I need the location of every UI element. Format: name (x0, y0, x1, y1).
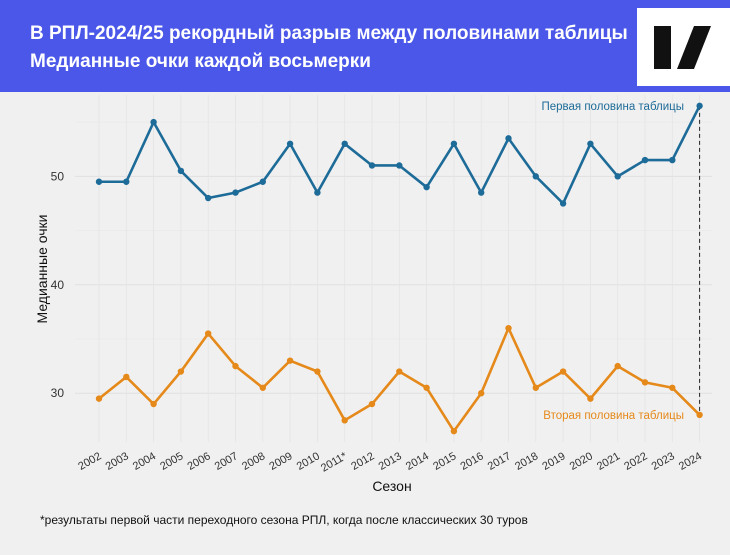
data-point (423, 183, 430, 191)
data-point (532, 384, 539, 391)
data-point (696, 411, 703, 419)
y-axis-label: Медианные очки (34, 215, 50, 324)
series-labels: Первая половина таблицы Вторая половина т… (541, 101, 684, 422)
data-point (205, 330, 212, 337)
data-point (559, 368, 567, 375)
data-point (587, 140, 594, 147)
data-point (423, 384, 430, 391)
data-point (314, 189, 321, 196)
data-point (150, 400, 157, 408)
grid (75, 95, 712, 442)
x-tick-label: 2007 (213, 450, 240, 473)
data-point (641, 156, 649, 164)
x-tick-label: 2024 (677, 450, 704, 473)
data-point (368, 400, 376, 408)
data-point (341, 140, 348, 147)
data-point (478, 390, 485, 397)
x-tick-label: 2002 (76, 450, 103, 473)
data-point (450, 140, 458, 147)
data-point (177, 167, 185, 175)
data-point (95, 178, 103, 185)
data-point (641, 379, 649, 386)
data-point (150, 118, 157, 126)
x-tick-label: 2020 (568, 450, 595, 473)
x-axis-label: Сезон (372, 478, 411, 494)
x-tick-label: 2011* (319, 450, 350, 475)
data-point (368, 162, 376, 169)
x-tick-label: 2014 (404, 450, 431, 473)
header-banner: В РПЛ-2024/25 рекордный разрыв между пол… (0, 0, 730, 92)
x-tick-label: 2015 (431, 450, 458, 473)
y-tick-label: 40 (51, 278, 65, 292)
data-point (286, 357, 294, 364)
x-tick-label: 2004 (131, 450, 158, 473)
x-tick-label: 2008 (240, 450, 267, 473)
x-tick-label: 2016 (458, 450, 485, 473)
data-point (123, 373, 130, 381)
x-axis-ticks: 2002 2003 2004 2005 2006 2007 2008 2009 20102011… (76, 450, 704, 475)
chart-subtitle: Медианные очки каждой восьмерки (30, 51, 371, 72)
data-point (396, 162, 403, 169)
data-point (505, 324, 512, 332)
data-point (396, 368, 403, 375)
data-point (587, 395, 594, 402)
y-axis-ticks: 30 40 50 (51, 169, 65, 400)
x-tick-label: 2019 (540, 450, 567, 473)
data-point (341, 417, 348, 424)
logo-icon (654, 26, 711, 69)
x-tick-label: 2010 (295, 450, 322, 473)
footnote: *результаты первой части переходного сез… (40, 513, 528, 527)
x-tick-label: 2017 (486, 450, 513, 473)
data-point (669, 156, 676, 164)
x-tick-label: 2009 (267, 450, 294, 473)
data-point (696, 102, 703, 110)
series-label-bottom: Вторая половина таблицы (543, 410, 684, 422)
data-point (259, 178, 266, 185)
x-tick-label: 2013 (377, 450, 404, 473)
data-point (614, 173, 621, 180)
y-tick-label: 30 (51, 386, 65, 400)
data-point (286, 140, 294, 147)
data-point (314, 368, 321, 375)
data-point (669, 384, 676, 391)
data-point (232, 189, 239, 196)
x-tick-label: 2022 (622, 450, 649, 473)
x-tick-label: 2006 (185, 450, 212, 473)
data-point (232, 362, 239, 370)
x-tick-label: 2012 (349, 450, 376, 473)
x-tick-label: 2018 (513, 450, 540, 473)
data-point (614, 362, 621, 370)
data-point (123, 178, 130, 185)
data-point (478, 189, 485, 196)
data-point (559, 200, 567, 207)
data-point (95, 395, 103, 402)
data-point (450, 427, 458, 435)
y-tick-label: 50 (51, 169, 65, 183)
x-tick-label: 2023 (650, 450, 677, 473)
series-layer (95, 102, 703, 435)
data-point (205, 194, 212, 202)
data-point (532, 173, 539, 180)
x-tick-label: 2003 (104, 450, 131, 473)
brand-logo (637, 8, 730, 86)
series-label-top: Первая половина таблицы (541, 101, 684, 113)
data-point (259, 384, 266, 391)
data-point (177, 368, 185, 375)
data-point (505, 135, 512, 142)
chart-title: В РПЛ-2024/25 рекордный разрыв между пол… (30, 23, 628, 44)
x-tick-label: 2021 (595, 450, 622, 473)
x-tick-label: 2005 (158, 450, 185, 473)
